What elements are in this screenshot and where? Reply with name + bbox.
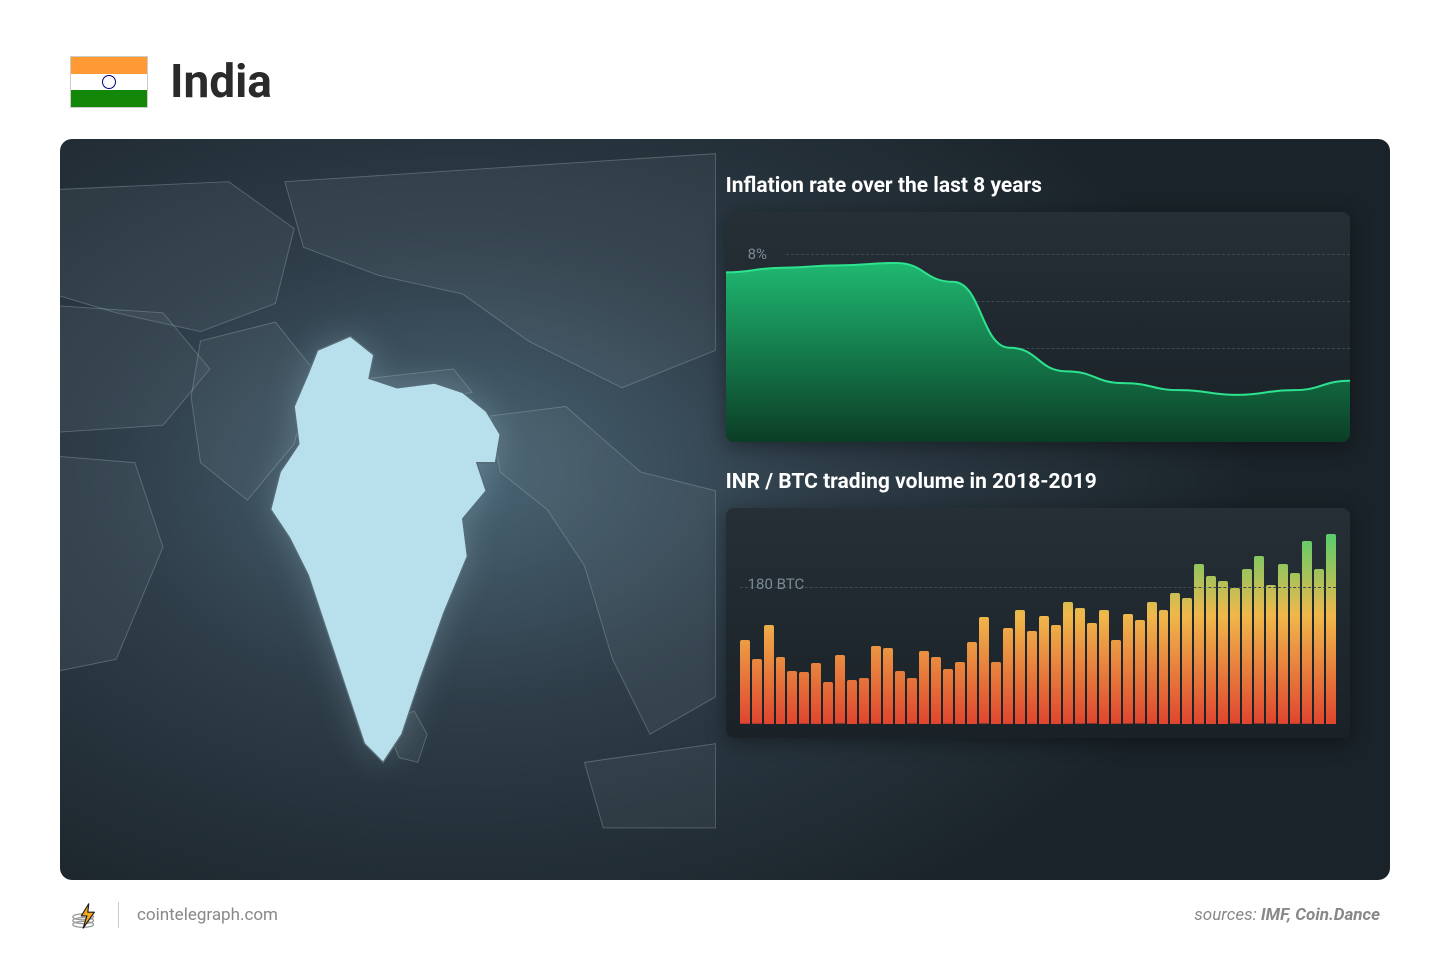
main-panel: Inflation rate over the last 8 years 2%4… (60, 139, 1390, 880)
volume-bar (955, 662, 965, 724)
sources-list: IMF, Coin.Dance (1261, 905, 1380, 925)
india-flag-icon (70, 56, 148, 108)
inflation-chart: 2%4%6%8% (726, 212, 1350, 442)
footer-site: cointelegraph.com (137, 905, 278, 925)
volume-bar (943, 669, 953, 724)
volume-bar (967, 642, 977, 724)
map-background-country (584, 744, 715, 828)
volume-bar (1099, 610, 1109, 724)
sources-prefix: sources: (1194, 905, 1256, 925)
volume-bar (871, 646, 881, 724)
volume-bar (1051, 625, 1061, 724)
volume-bar (1075, 608, 1085, 724)
footer-sources: sources: IMF, Coin.Dance (1194, 905, 1380, 925)
volume-bar (1170, 593, 1180, 724)
volume-bar (1063, 602, 1073, 724)
volume-bar (859, 678, 869, 724)
volume-bar (1242, 569, 1252, 724)
inflation-chart-title: Inflation rate over the last 8 years (726, 174, 1350, 198)
volume-bar (1206, 576, 1216, 725)
volume-section: INR / BTC trading volume in 2018-2019 18… (726, 470, 1350, 738)
volume-bar (740, 640, 750, 724)
volume-bar (895, 671, 905, 724)
volume-bar (1254, 556, 1264, 724)
volume-bar (1123, 614, 1133, 724)
volume-bar (1003, 628, 1013, 724)
volume-bar (823, 682, 833, 724)
volume-bar (811, 663, 821, 724)
volume-bar (1087, 623, 1097, 724)
volume-bar (1182, 598, 1192, 724)
volume-bar (979, 617, 989, 724)
volume-bar (1326, 534, 1336, 724)
asia-map (60, 139, 716, 880)
volume-chart: 180 BTC (726, 508, 1350, 738)
header: India (60, 55, 1390, 109)
footer: cointelegraph.com sources: IMF, Coin.Dan… (60, 880, 1390, 930)
map-area (60, 139, 716, 880)
footer-divider (118, 902, 119, 928)
volume-bar (1302, 541, 1312, 724)
volume-bar (1039, 616, 1049, 724)
inflation-section: Inflation rate over the last 8 years 2%4… (726, 174, 1350, 442)
volume-reference-line (740, 587, 1336, 588)
volume-bar (764, 625, 774, 724)
volume-bar (991, 662, 1001, 724)
volume-bar (883, 648, 893, 724)
volume-bar (1027, 631, 1037, 724)
charts-area: Inflation rate over the last 8 years 2%4… (716, 139, 1390, 880)
volume-bar (1218, 581, 1228, 724)
volume-bar (752, 659, 762, 724)
volume-bar (919, 651, 929, 724)
inflation-area (726, 263, 1350, 442)
volume-bar (1135, 620, 1145, 724)
volume-bar (1230, 588, 1240, 724)
volume-bar (1266, 585, 1276, 724)
volume-bar (1015, 610, 1025, 724)
volume-bar (835, 655, 845, 724)
india-highlight (271, 336, 500, 762)
volume-bar (776, 657, 786, 724)
volume-bar (1278, 564, 1288, 724)
volume-bar (1111, 640, 1121, 724)
volume-bar (931, 657, 941, 724)
country-title: India (170, 55, 272, 109)
volume-bar (1147, 602, 1157, 724)
volume-reference-label: 180 BTC (748, 575, 805, 593)
volume-chart-title: INR / BTC trading volume in 2018-2019 (726, 470, 1350, 494)
cointelegraph-logo-icon (70, 900, 100, 930)
volume-bar (799, 672, 809, 724)
volume-bar (1290, 573, 1300, 724)
volume-bar (787, 671, 797, 724)
volume-bar (1194, 564, 1204, 724)
volume-bar (1314, 569, 1324, 724)
volume-bar (1159, 610, 1169, 724)
volume-bar (907, 678, 917, 724)
map-background-country (60, 453, 163, 678)
volume-bar (847, 680, 857, 724)
map-background-country (491, 406, 716, 734)
